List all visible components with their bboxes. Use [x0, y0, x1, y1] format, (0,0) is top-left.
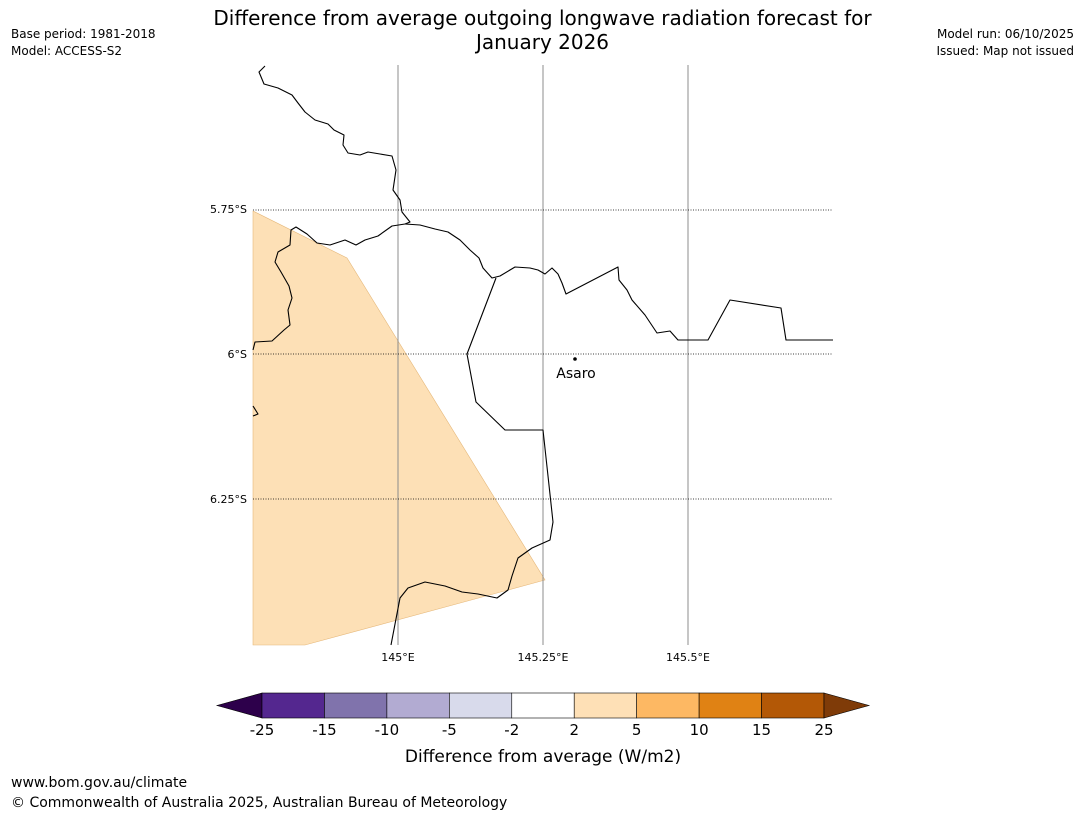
colorbar-segment	[324, 692, 388, 719]
colorbar-segment	[386, 692, 450, 719]
model-run: Model run: 06/10/2025	[936, 27, 1074, 41]
boundary-north	[258, 65, 411, 225]
colorbar-extend-high	[823, 692, 871, 719]
colorbar-tick-label: 2	[569, 721, 579, 739]
colorbar-ticks: -25 -15 -10 -5 -2 2 5 10 15 25	[250, 721, 834, 739]
meta-right: Model run: 06/10/2025 Issued: Map not is…	[936, 26, 1074, 60]
asaro-marker	[573, 357, 577, 361]
colorbar-tick-label: -10	[375, 721, 400, 739]
colorbar-extend-low	[215, 692, 263, 719]
colorbar-label: Difference from average (W/m2)	[405, 747, 681, 767]
colorbar-segment	[636, 692, 700, 719]
colorbar-tick-label: -5	[442, 721, 457, 739]
meta-left: Base period: 1981-2018 Model: ACCESS-S2	[11, 26, 156, 60]
colorbar-tick-label: -2	[504, 721, 519, 739]
colorbar-segment	[261, 692, 325, 719]
title-line-2: January 2026	[475, 30, 610, 54]
colorbar-segment	[449, 692, 513, 719]
boundary-south	[390, 277, 554, 646]
lat-label-6-25s: 6.25°S	[210, 493, 247, 506]
colorbar-tick-label: 25	[814, 721, 833, 739]
colorbar-tick-label: 5	[632, 721, 642, 739]
colorbar-segments	[261, 692, 825, 719]
boundary-west	[252, 223, 406, 351]
colorbar-tick-label: 10	[690, 721, 709, 739]
map-title: Difference from average outgoing longwav…	[0, 6, 1085, 54]
colorbar: -25 -15 -10 -5 -2 2 5 10 15 25 Difference from av…	[215, 692, 871, 767]
colorbar-segment	[761, 692, 825, 719]
title-line-1: Difference from average outgoing longwav…	[213, 6, 872, 30]
model-name: Model: ACCESS-S2	[11, 44, 123, 58]
footer-url[interactable]: www.bom.gov.au/climate	[11, 775, 188, 791]
colorbar-tick-label: -15	[312, 721, 337, 739]
colorbar-tick-label: 15	[752, 721, 771, 739]
lon-label-145e: 145°E	[381, 651, 414, 664]
lat-label-6s: 6°S	[228, 348, 247, 361]
forecast-region	[252, 210, 546, 646]
footer-copyright: © Commonwealth of Australia 2025, Austra…	[11, 795, 508, 811]
lon-label-145-25e: 145.25°E	[518, 651, 569, 664]
colorbar-tick-label: -25	[250, 721, 275, 739]
colorbar-segment	[511, 692, 575, 719]
place-label-asaro: Asaro	[556, 366, 595, 382]
boundary-lines	[252, 65, 833, 646]
colorbar-segment	[573, 692, 637, 719]
boundary-fragment	[252, 405, 259, 417]
base-period: Base period: 1981-2018	[11, 27, 156, 41]
issued-status: Issued: Map not issued	[936, 44, 1074, 58]
lon-label-145-5e: 145.5°E	[666, 651, 710, 664]
boundary-central	[404, 223, 833, 341]
lat-label-5-75s: 5.75°S	[210, 203, 247, 216]
colorbar-segment	[698, 692, 762, 719]
